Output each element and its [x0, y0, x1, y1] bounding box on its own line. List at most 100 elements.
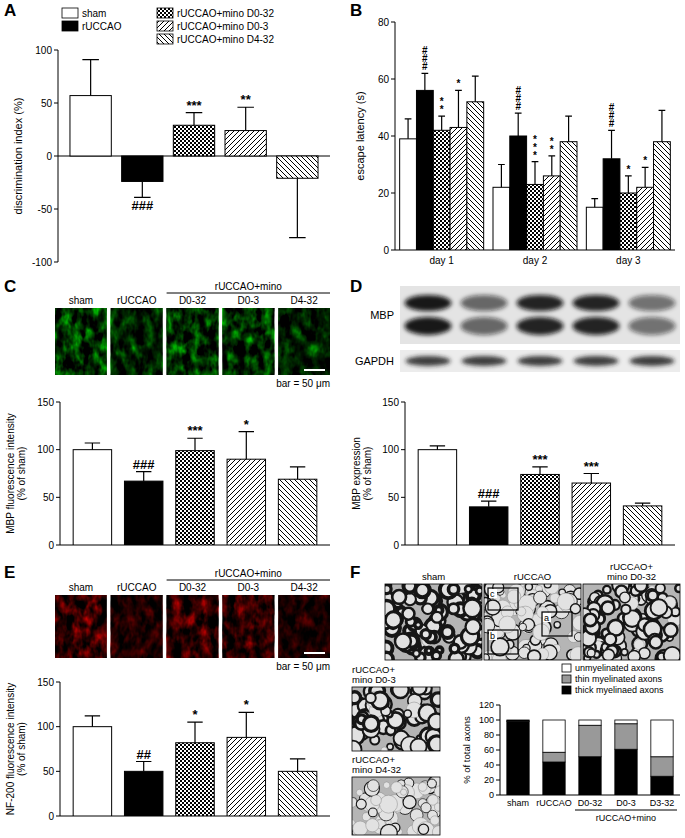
bar	[277, 156, 318, 178]
bar	[418, 450, 456, 545]
significance-label: ###	[131, 198, 153, 213]
micrograph-bg	[222, 308, 274, 375]
y-tick-label: 80	[484, 730, 494, 740]
inset-label: c	[490, 589, 495, 599]
axon	[434, 803, 440, 811]
y-tick	[391, 250, 395, 251]
figure: shamrUCCAOD0-32D0-3D4-32rUCCAO+minobar =…	[0, 0, 685, 838]
y-tick	[496, 765, 500, 766]
y-tick-label: 0	[489, 790, 494, 800]
legend-swatch	[562, 675, 571, 683]
significance-label: ***	[532, 452, 548, 467]
image-label: D0-3	[237, 295, 259, 306]
bar	[122, 156, 163, 181]
y-tick	[54, 103, 58, 104]
error-bar	[187, 722, 202, 743]
bar	[572, 483, 610, 545]
micrograph	[222, 308, 274, 375]
error-bar	[455, 90, 462, 127]
blot-label: MBP	[370, 309, 394, 321]
axon	[427, 779, 436, 788]
bar	[225, 131, 266, 156]
panel-label: E	[4, 563, 15, 582]
em-frame	[352, 687, 440, 751]
legend-swatch	[62, 21, 78, 31]
image-label-line: mino D0-32	[607, 571, 656, 582]
axon	[387, 744, 393, 750]
axon	[366, 819, 379, 832]
error-bar	[239, 432, 254, 460]
blot-band	[516, 317, 563, 335]
axon	[381, 747, 388, 751]
axon	[675, 584, 680, 592]
y-tick	[56, 497, 60, 498]
axon	[620, 592, 631, 603]
y-tick	[56, 726, 60, 727]
micrograph	[278, 595, 330, 658]
error-bar	[405, 119, 412, 139]
error-bar	[82, 60, 99, 96]
y-tick	[54, 156, 58, 157]
axon	[385, 652, 393, 660]
axon	[570, 647, 581, 660]
y-axis-label: MBP expression(% of sham)	[351, 437, 373, 510]
bar-segment	[543, 752, 565, 762]
blot-band	[460, 317, 507, 335]
error-bar	[515, 113, 522, 136]
y-tick-label: 20	[378, 188, 390, 199]
error-bar	[136, 472, 151, 482]
group-line	[167, 293, 330, 294]
bar	[623, 506, 661, 545]
error-bar	[136, 762, 151, 772]
axon	[356, 789, 363, 796]
inset-label-bg	[489, 631, 497, 640]
group-label: rUCCAO+mino	[215, 281, 282, 292]
axon	[412, 818, 429, 835]
em-bg	[484, 584, 581, 660]
group-line	[167, 580, 330, 581]
axon	[484, 654, 489, 660]
legend-label: rUCCAO	[82, 21, 122, 32]
significance-label: ***	[584, 459, 600, 474]
significance-label: ###	[133, 457, 155, 472]
y-tick	[496, 795, 500, 796]
blot-bg	[400, 286, 680, 344]
image-label: rUCCAO	[514, 571, 551, 582]
axon	[432, 651, 440, 659]
bar-segment	[507, 720, 529, 722]
y-tick-label: 150	[37, 677, 54, 688]
axon	[415, 584, 429, 597]
legend-swatch	[157, 21, 173, 31]
inset-label: b	[490, 631, 495, 641]
significance-label: *	[192, 707, 198, 722]
y-tick-label: 0	[393, 540, 399, 551]
image-label-line: mino D4-32	[352, 764, 401, 775]
y-tick	[54, 262, 58, 263]
y-tick-label: 60	[378, 74, 390, 85]
y-axis-label: NF-200 fluorescence intensity(% of sham)	[5, 683, 27, 815]
error-bar	[472, 76, 479, 102]
y-tick-label: 0	[48, 811, 54, 822]
axon	[421, 630, 430, 639]
bar-segment	[615, 720, 637, 724]
axon	[628, 650, 640, 660]
axon	[441, 626, 453, 638]
micrograph-bg	[55, 308, 107, 375]
error-bar	[290, 467, 305, 479]
bar	[124, 481, 162, 545]
axon	[412, 687, 426, 695]
micrograph	[55, 308, 107, 375]
significance-label: ###	[478, 486, 500, 501]
error-bar	[591, 199, 598, 208]
legend-swatch	[157, 8, 173, 18]
y-tick	[496, 705, 500, 706]
em-image	[484, 584, 581, 660]
y-axis-label-line: (% of sham)	[16, 447, 27, 501]
x-tick-label: D0-3	[616, 798, 636, 808]
y-tick	[56, 449, 60, 450]
bar	[70, 96, 111, 156]
bar	[637, 187, 654, 250]
blot-band	[404, 295, 451, 311]
y-tick	[54, 209, 58, 210]
axon	[381, 824, 398, 835]
